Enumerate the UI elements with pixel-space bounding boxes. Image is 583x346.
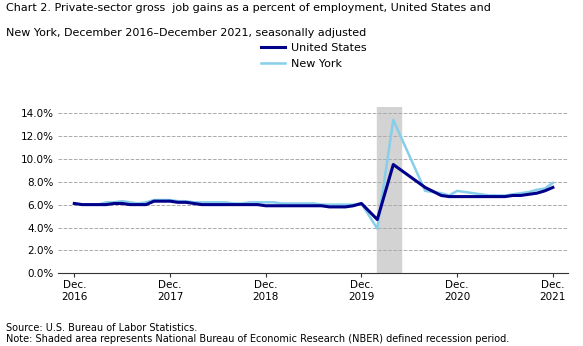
New York <box>374 227 381 231</box>
New York <box>549 181 556 185</box>
Line: New York: New York <box>74 120 553 229</box>
United States <box>174 200 181 204</box>
New York <box>71 201 78 206</box>
Line: United States: United States <box>74 165 553 219</box>
New York <box>230 201 237 206</box>
United States <box>517 193 524 198</box>
New York <box>390 118 397 122</box>
United States <box>541 189 548 193</box>
New York <box>118 199 125 203</box>
United States <box>230 202 237 207</box>
Text: Source: U.S. Bureau of Labor Statistics.
Note: Shaded area represents National B: Source: U.S. Bureau of Labor Statistics.… <box>6 323 509 344</box>
New York <box>541 186 548 191</box>
Legend: United States, New York: United States, New York <box>261 43 366 69</box>
United States <box>390 163 397 167</box>
New York <box>174 199 181 203</box>
New York <box>150 198 157 202</box>
United States <box>118 201 125 206</box>
United States <box>549 185 556 190</box>
United States <box>374 217 381 221</box>
New York <box>517 191 524 195</box>
United States <box>71 201 78 206</box>
Text: Chart 2. Private-sector gross  job gains as a percent of employment, United Stat: Chart 2. Private-sector gross job gains … <box>6 3 491 13</box>
Bar <box>377 107 401 273</box>
Text: New York, December 2016–December 2021, seasonally adjusted: New York, December 2016–December 2021, s… <box>6 28 366 38</box>
United States <box>150 199 157 203</box>
